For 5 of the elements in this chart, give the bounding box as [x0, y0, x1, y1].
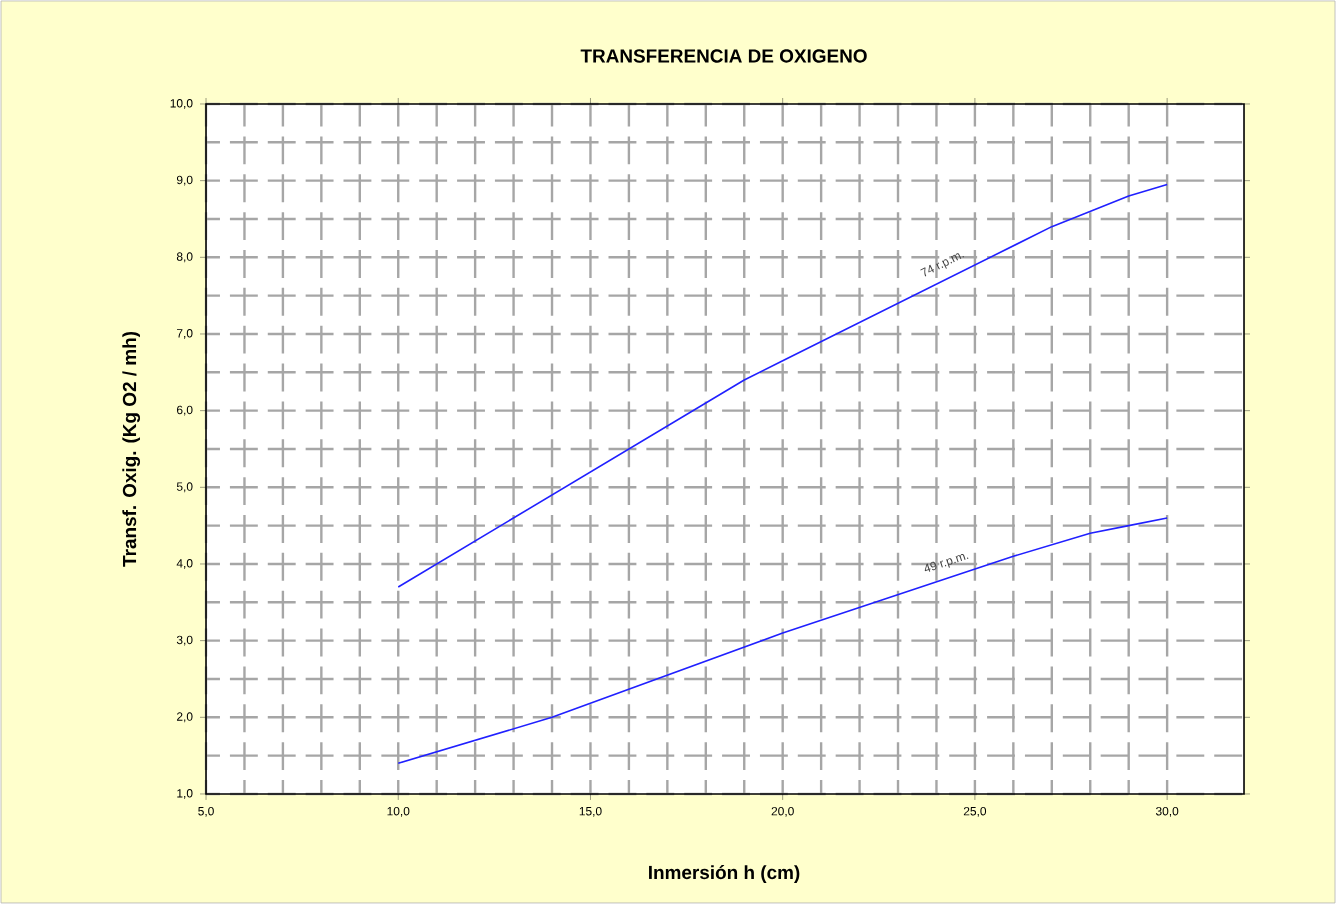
line-series: [397, 183, 1168, 588]
x-axis-title: Inmersión h (cm): [649, 865, 800, 883]
y-axis-title: Transf. Oxig. (Kg O2 / mh): [122, 331, 141, 567]
chart-title: TRANSFERENCIA DE OXIGENO: [580, 49, 867, 63]
line-series: [397, 517, 1168, 765]
